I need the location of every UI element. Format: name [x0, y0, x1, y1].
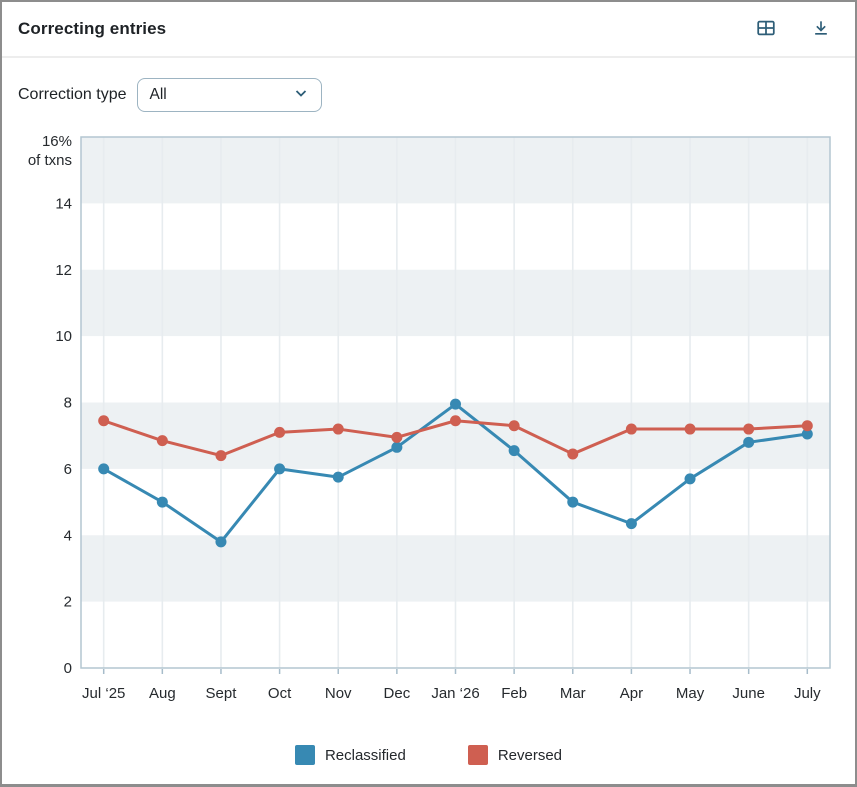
data-point-reversed[interactable]	[801, 420, 813, 432]
data-point-reclassified[interactable]	[215, 536, 227, 548]
y-tick-label: 10	[55, 328, 72, 345]
y-axis-unit-label: 16%	[42, 133, 72, 150]
data-point-reclassified[interactable]	[274, 463, 286, 475]
x-tick-label: Dec	[384, 685, 411, 702]
x-tick-label: Feb	[501, 685, 527, 702]
x-tick-label: Aug	[149, 685, 176, 702]
legend-label-reversed: Reversed	[497, 746, 563, 764]
data-point-reclassified[interactable]	[684, 473, 696, 485]
data-point-reclassified[interactable]	[567, 496, 579, 508]
x-tick-label: Jul ‘25	[82, 685, 125, 702]
data-point-reclassified[interactable]	[801, 428, 813, 440]
y-tick-label: 0	[64, 660, 72, 677]
x-tick-label: Sept	[206, 685, 238, 702]
data-point-reversed[interactable]	[274, 426, 286, 438]
page-title: Correcting entries	[18, 19, 167, 38]
legend-item-reversed: Reversed	[467, 745, 563, 765]
chart-legend: Reclassified Reversed	[2, 745, 855, 765]
y-tick-label: 8	[64, 395, 72, 412]
x-tick-label: May	[676, 685, 705, 702]
x-tick-label: Nov	[325, 685, 352, 702]
legend-item-reclassified: Reclassified	[294, 745, 406, 765]
data-point-reversed[interactable]	[567, 448, 579, 460]
y-tick-label: 14	[55, 195, 72, 212]
plot-border	[80, 136, 831, 669]
data-point-reclassified[interactable]	[156, 496, 168, 508]
x-tick-label: Mar	[560, 685, 586, 702]
data-point-reclassified[interactable]	[450, 398, 461, 410]
legend-swatch-reversed	[467, 745, 488, 765]
data-point-reversed[interactable]	[450, 415, 461, 427]
table-view-button[interactable]	[753, 15, 779, 44]
download-button[interactable]	[809, 16, 833, 43]
data-point-reclassified[interactable]	[391, 441, 403, 453]
data-point-reversed[interactable]	[98, 415, 110, 427]
chevron-down-icon	[293, 85, 309, 106]
data-point-reclassified[interactable]	[743, 436, 755, 448]
y-tick-label: 12	[55, 262, 72, 279]
data-point-reversed[interactable]	[215, 450, 227, 462]
legend-swatch-reclassified	[294, 745, 315, 765]
data-point-reversed[interactable]	[684, 423, 696, 435]
data-point-reclassified[interactable]	[508, 445, 520, 457]
legend-label-reclassified: Reclassified	[324, 746, 406, 764]
data-point-reversed[interactable]	[743, 423, 755, 435]
correction-type-label: Correction type	[18, 86, 127, 103]
y-tick-label: 6	[64, 461, 72, 478]
table-icon	[755, 17, 777, 42]
data-point-reversed[interactable]	[625, 423, 637, 435]
x-tick-label: Jan ‘26	[431, 685, 479, 702]
y-tick-label: 4	[64, 527, 72, 544]
y-axis-unit-label: of txns	[28, 152, 72, 169]
filter-row: Correction type All	[2, 58, 855, 120]
x-tick-label: Oct	[268, 685, 292, 702]
download-icon	[811, 18, 831, 41]
x-tick-label: Apr	[620, 685, 643, 702]
correction-type-value: All	[149, 86, 167, 103]
data-point-reclassified[interactable]	[332, 471, 344, 483]
correcting-entries-line-chart: 16% of txns 14 12 10 8 6 4 2 0 Jul ‘25 Aug Sept Oct No…	[28, 133, 831, 702]
card-header: Correcting entries	[2, 2, 855, 58]
data-point-reversed[interactable]	[391, 431, 403, 443]
x-tick-label: July	[794, 685, 821, 702]
data-point-reclassified[interactable]	[98, 463, 110, 475]
correction-type-select[interactable]: All	[136, 78, 322, 112]
data-point-reclassified[interactable]	[625, 518, 637, 530]
x-tick-label: June	[732, 685, 765, 702]
header-actions	[753, 15, 833, 44]
y-tick-label: 2	[64, 594, 72, 611]
data-point-reversed[interactable]	[332, 423, 344, 435]
data-point-reversed[interactable]	[156, 435, 168, 447]
data-point-reversed[interactable]	[508, 420, 520, 432]
